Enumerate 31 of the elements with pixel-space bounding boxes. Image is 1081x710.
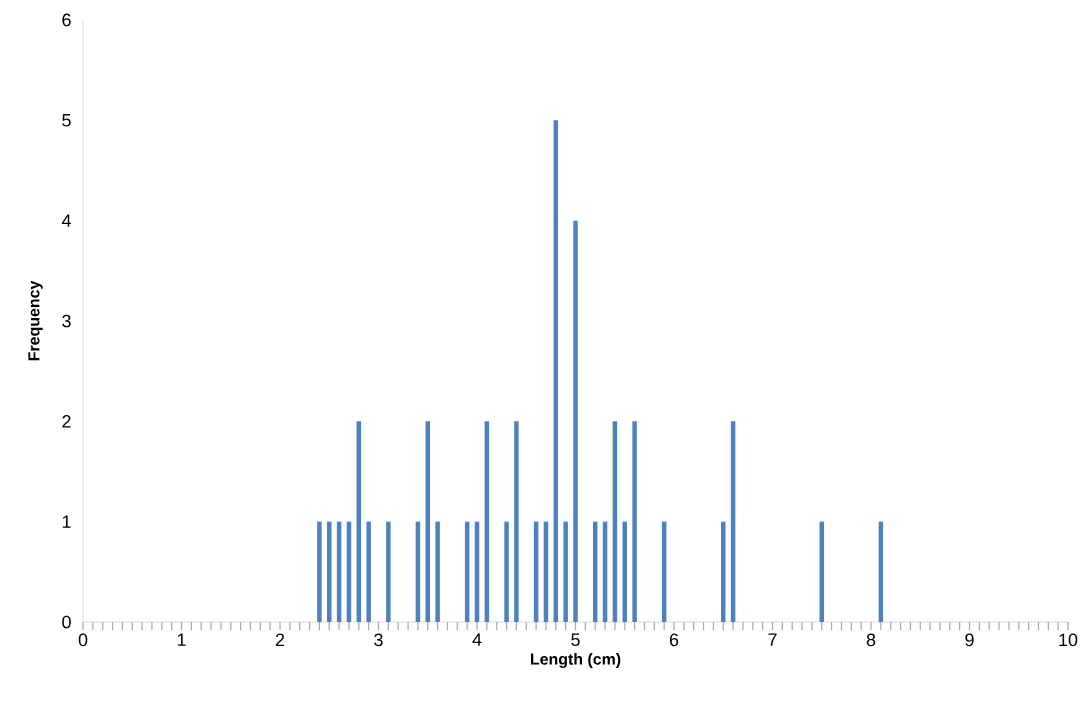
x-tick-label: 0 (78, 633, 88, 647)
bar (327, 521, 332, 622)
bar (563, 521, 568, 622)
x-tick-label: 10 (1059, 633, 1078, 647)
y-axis-title: Frequency (28, 280, 43, 361)
bar (317, 521, 322, 622)
x-tick-label: 9 (965, 633, 974, 647)
x-tick-label: 7 (768, 633, 777, 646)
y-tick-label: 6 (62, 13, 71, 27)
bar (366, 521, 371, 622)
bar (632, 421, 637, 622)
y-tick-label: 2 (62, 415, 71, 428)
x-tick-label: 5 (571, 633, 580, 647)
y-tick-label: 3 (62, 314, 71, 328)
x-tick-label: 8 (866, 633, 876, 647)
bar (514, 421, 519, 622)
bar (504, 521, 509, 622)
bar (721, 521, 726, 622)
x-tick-label: 6 (669, 633, 679, 647)
x-tick-label: 4 (472, 633, 482, 646)
bar (386, 521, 391, 622)
y-tick-label: 0 (62, 615, 71, 629)
y-tick-label: 5 (62, 114, 71, 127)
x-tick-label: 1 (177, 633, 186, 646)
x-tick-label: 3 (374, 633, 383, 647)
y-tick-label: 4 (61, 214, 71, 227)
x-tick-label: 2 (275, 633, 285, 647)
bar (573, 220, 578, 622)
y-tick-label: 1 (62, 515, 71, 528)
x-axis-title: Length (cm) (530, 653, 621, 668)
bar (435, 521, 440, 622)
